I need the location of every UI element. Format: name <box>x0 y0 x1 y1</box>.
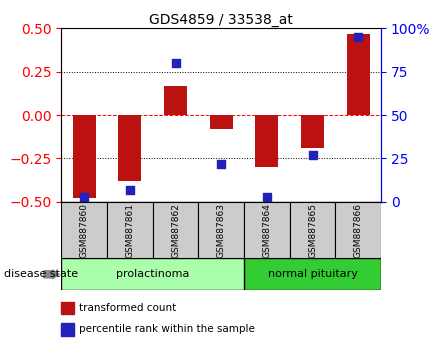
Bar <box>336 202 381 258</box>
Bar <box>73 115 95 198</box>
Text: GSM887865: GSM887865 <box>308 202 317 258</box>
Bar <box>107 202 153 258</box>
Text: GSM887861: GSM887861 <box>125 202 134 258</box>
Point <box>81 194 88 199</box>
Text: GSM887863: GSM887863 <box>217 202 226 258</box>
Point <box>263 194 270 199</box>
Bar <box>198 202 244 258</box>
Bar <box>118 115 141 181</box>
Text: prolactinoma: prolactinoma <box>116 269 189 279</box>
Bar <box>61 202 107 258</box>
Bar <box>290 202 336 258</box>
Text: disease state: disease state <box>4 269 78 279</box>
Bar <box>164 86 187 115</box>
Bar <box>153 202 198 258</box>
Bar <box>244 202 290 258</box>
Text: transformed count: transformed count <box>79 303 176 313</box>
Text: GSM887866: GSM887866 <box>354 202 363 258</box>
Point <box>309 152 316 158</box>
Bar <box>347 34 370 115</box>
Point <box>172 60 179 66</box>
Text: normal pituitary: normal pituitary <box>268 269 357 279</box>
Text: GSM887860: GSM887860 <box>80 202 88 258</box>
Point <box>218 161 225 166</box>
Text: percentile rank within the sample: percentile rank within the sample <box>79 324 255 334</box>
Point <box>126 187 133 193</box>
Text: GSM887862: GSM887862 <box>171 202 180 258</box>
Bar <box>244 258 381 290</box>
Bar <box>255 115 278 167</box>
Text: GSM887864: GSM887864 <box>262 202 272 258</box>
Point <box>355 34 362 40</box>
Title: GDS4859 / 33538_at: GDS4859 / 33538_at <box>149 13 293 27</box>
Bar <box>210 115 233 129</box>
Bar <box>301 115 324 148</box>
Bar <box>61 258 244 290</box>
